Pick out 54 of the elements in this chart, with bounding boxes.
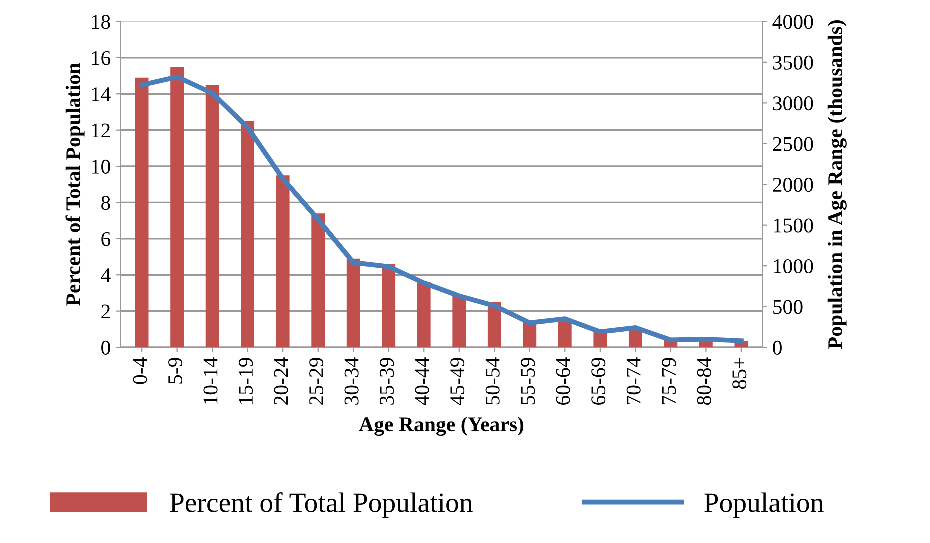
y-tick-label: 2 (102, 304, 110, 319)
y-tick-label: 4 (101, 268, 111, 282)
x-tick-label: 70-74 (626, 358, 641, 404)
y2-tick-label: 0 (773, 340, 782, 355)
y-tick-label: 14 (92, 88, 111, 102)
x-tick-label: 75-79 (662, 358, 676, 404)
x-tick-label: 85+ (732, 358, 747, 390)
x-tick-label: 10-14 (204, 358, 218, 404)
y-axis-title: Percent of Total Population (66, 63, 85, 306)
bar (312, 214, 326, 348)
y-tick-label: 12 (92, 124, 110, 138)
bar (452, 296, 466, 348)
x-tick-label: 20-24 (274, 358, 288, 405)
y2-tick-label: 1000 (774, 259, 814, 274)
bar (276, 176, 290, 348)
y-tick-label: 10 (92, 160, 110, 174)
x-tick-label: 5-9 (168, 358, 183, 384)
y2-tick-label: 3000 (773, 96, 814, 111)
x-tick-label: 65-69 (592, 358, 606, 405)
x-tick-label: 60-64 (556, 358, 570, 405)
x-tick-label: 0-4 (133, 358, 148, 384)
bar (558, 320, 572, 348)
bar (135, 78, 149, 348)
bar (241, 121, 255, 348)
y2-tick-label: 500 (774, 300, 803, 314)
bar (206, 85, 220, 348)
y2-tick-label: 2000 (773, 178, 814, 192)
legend-label: Population (704, 492, 824, 518)
bar (382, 264, 396, 348)
y2-tick-label: 1500 (774, 218, 814, 233)
y-tick-label: 8 (102, 196, 110, 210)
x-tick-label: 45-49 (450, 358, 465, 406)
y-tick-label: 6 (102, 232, 111, 246)
bar (170, 66, 184, 348)
y2-tick-label: 4000 (772, 15, 814, 30)
legend-label: Percent of Total Population (170, 492, 473, 518)
bar (417, 282, 431, 348)
x-tick-label: 80-84 (697, 358, 712, 406)
x-tick-label: 35-39 (380, 358, 394, 405)
y-tick-label: 0 (102, 340, 110, 355)
x-tick-label: 55-59 (521, 358, 536, 405)
bar (346, 258, 360, 348)
y2-tick-label: 2500 (773, 137, 814, 152)
x-tick-label: 15-19 (239, 358, 254, 404)
x-tick-label: 40-44 (415, 358, 430, 406)
line-series (140, 74, 744, 344)
y-tick-label: 18 (92, 15, 110, 30)
x-tick-label: 30-34 (344, 358, 359, 405)
y-tick-label: 16 (92, 51, 111, 66)
x-tick-label: 50-54 (486, 358, 500, 405)
y2-axis-title: Population in Age Range (thousands) (828, 20, 847, 350)
x-axis-title: Age Range (Years) (359, 416, 524, 436)
y2-tick-label: 3500 (773, 56, 814, 70)
x-tick-label: 25-29 (310, 358, 324, 405)
